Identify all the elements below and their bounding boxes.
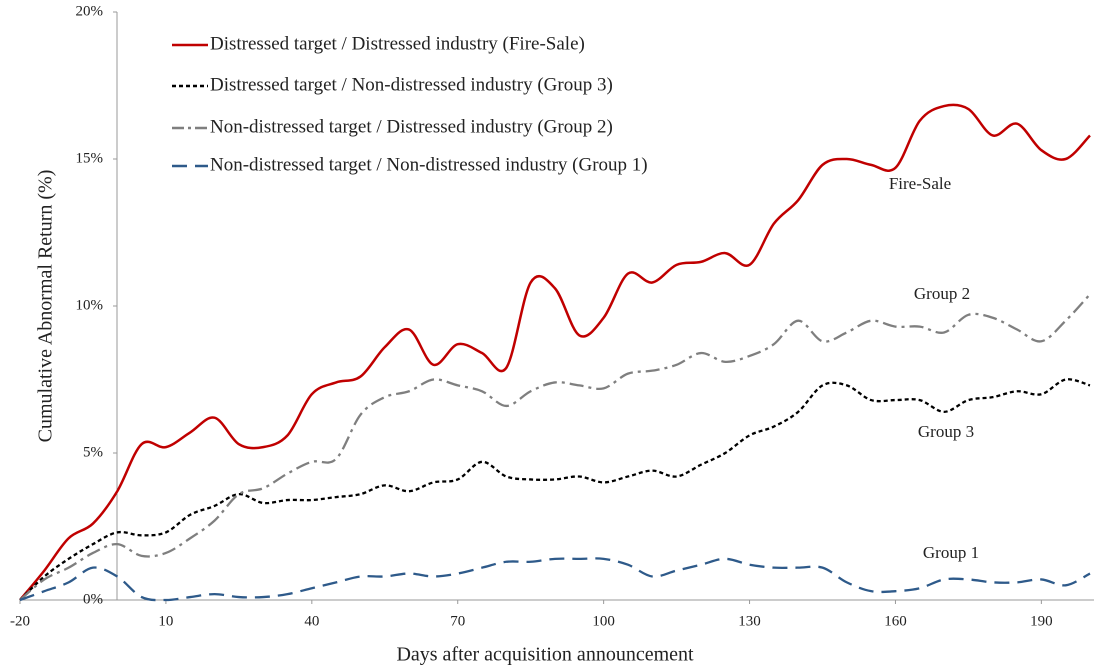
legend-label: Distressed target / Distressed industry … (210, 33, 585, 54)
x-tick-label: 190 (1030, 613, 1053, 629)
legend-label: Non-distressed target / Non-distressed i… (210, 154, 648, 175)
annotation: Fire-Sale (889, 174, 951, 193)
x-tick-label: 100 (592, 613, 615, 629)
y-tick-label: 20% (76, 3, 104, 19)
series-line (19, 293, 1091, 601)
x-tick-label: 70 (450, 613, 465, 629)
annotation: Group 1 (923, 543, 979, 562)
y-tick-label: 0% (83, 591, 103, 607)
y-tick-label: 15% (76, 150, 104, 166)
x-tick-label: 40 (304, 613, 319, 629)
x-tick-label: 160 (884, 613, 907, 629)
x-axis-title: Days after acquisition announcement (396, 644, 694, 666)
annotation: Group 3 (918, 422, 974, 441)
annotation: Group 2 (914, 284, 970, 303)
y-axis-title: Cumulative Abnormal Return (%) (35, 170, 57, 443)
y-tick-label: 5% (83, 444, 103, 460)
x-tick-label: -20 (10, 613, 30, 629)
y-tick-label: 10% (76, 297, 104, 313)
x-tick-label: 130 (738, 613, 761, 629)
series-line (19, 103, 1091, 601)
series-line (19, 378, 1091, 601)
series-line (19, 557, 1091, 602)
legend-label: Non-distressed target / Distressed indus… (210, 116, 613, 137)
x-tick-label: 10 (158, 613, 173, 629)
legend-label: Distressed target / Non-distressed indus… (210, 74, 613, 95)
